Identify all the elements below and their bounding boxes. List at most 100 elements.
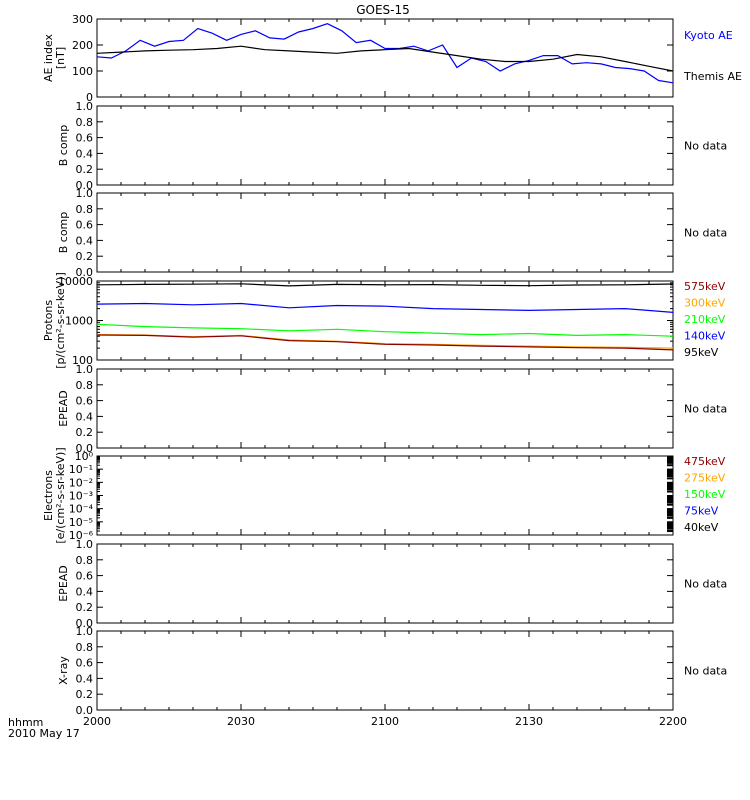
y-tick-label: 200 bbox=[72, 39, 93, 52]
legend-150kev: 150keV bbox=[684, 488, 726, 501]
legend-95kev: 95keV bbox=[684, 346, 719, 359]
y-tick-label: 1.0 bbox=[76, 538, 94, 551]
legend-275kev: 275keV bbox=[684, 472, 726, 485]
y-tick-label: 10⁰ bbox=[75, 450, 94, 463]
y-tick-label: 0.0 bbox=[76, 442, 94, 455]
y-tick-label: 10000 bbox=[58, 275, 93, 288]
time-unit-label: hhmm bbox=[8, 716, 43, 729]
no-data-label: No data bbox=[684, 227, 727, 240]
y-tick-label: 0.8 bbox=[76, 203, 94, 216]
panel-2: 0.0 0.2 0.4 0.6 0.8 1.0 B comp No data bbox=[57, 100, 727, 192]
panel-frame bbox=[96, 192, 674, 273]
y-tick-label: 0.6 bbox=[76, 395, 94, 408]
y-tick-label: 10⁻¹ bbox=[69, 463, 93, 476]
y-tick-label: 0.8 bbox=[76, 641, 94, 654]
no-data-label: No data bbox=[684, 665, 727, 678]
y-tick-label: 0.8 bbox=[76, 379, 94, 392]
y-tick-label: 0.4 bbox=[76, 234, 94, 247]
y-tick-label: 0.4 bbox=[76, 585, 94, 598]
x-tick-label: 2000 bbox=[83, 715, 111, 728]
y-tick-label: 0.4 bbox=[76, 672, 94, 685]
y-tick-label: 1.0 bbox=[76, 625, 94, 638]
y-tick-label: 0 bbox=[86, 91, 93, 104]
y-tick-label: 1000 bbox=[65, 315, 93, 328]
y-tick-label: 0.6 bbox=[76, 132, 94, 145]
y-axis-label: [nT] bbox=[54, 47, 67, 69]
legend-575kev: 575keV bbox=[684, 280, 726, 293]
y-tick-label: 100 bbox=[72, 65, 93, 78]
panel-3: 0.0 0.2 0.4 0.6 0.8 1.0 B comp No data bbox=[57, 187, 727, 279]
series-kyoto-ae bbox=[96, 23, 674, 84]
y-tick-label: 300 bbox=[72, 13, 93, 26]
y-tick-label: 10⁻³ bbox=[69, 490, 93, 503]
figure-title: GOES-15 bbox=[356, 3, 410, 17]
panel-frame bbox=[96, 18, 674, 98]
y-tick-label: 0.4 bbox=[76, 147, 94, 160]
y-axis-label: EPEAD bbox=[57, 390, 70, 427]
series-575kev bbox=[96, 334, 674, 351]
series-95kev bbox=[96, 283, 674, 287]
legend-300kev: 300keV bbox=[684, 297, 726, 310]
y-tick-label: 100 bbox=[72, 354, 93, 367]
series-themis-ae bbox=[96, 45, 674, 72]
y-tick-label: 0.8 bbox=[76, 554, 94, 567]
y-axis-label: [p/(cm²-s-sr-keV)] bbox=[54, 272, 67, 369]
panel-frame bbox=[96, 455, 674, 536]
x-axis: 2000 2030 2100 2130 2200 bbox=[83, 715, 687, 728]
y-tick-label: 0.0 bbox=[76, 617, 94, 630]
x-tick-label: 2100 bbox=[371, 715, 399, 728]
y-tick-label: 0.2 bbox=[76, 426, 94, 439]
x-tick-label: 2030 bbox=[227, 715, 255, 728]
no-data-label: No data bbox=[684, 403, 727, 416]
y-tick-label: 0.6 bbox=[76, 570, 94, 583]
y-tick-label: 0.2 bbox=[76, 250, 94, 263]
y-tick-label: 0.6 bbox=[76, 219, 94, 232]
legend-475kev: 475keV bbox=[684, 455, 726, 468]
panel-frame bbox=[96, 543, 674, 624]
panel-frame bbox=[96, 105, 674, 186]
y-tick-label: 0.2 bbox=[76, 601, 94, 614]
legend-140kev: 140keV bbox=[684, 330, 726, 343]
y-axis-label: B comp bbox=[57, 212, 70, 254]
y-tick-label: 10⁻⁶ bbox=[69, 529, 94, 542]
panel-1: 0 100 200 300 AE index [nT] Kyoto AE Themis AE bbox=[42, 13, 742, 104]
y-axis-label: AE index bbox=[42, 33, 55, 82]
no-data-label: No data bbox=[684, 578, 727, 591]
x-tick-label: 2130 bbox=[515, 715, 543, 728]
panel-frame bbox=[96, 630, 674, 711]
series-140kev bbox=[96, 302, 674, 313]
y-axis-label: Protons bbox=[42, 300, 55, 341]
panel-7: 0.0 0.2 0.4 0.6 0.8 1.0 EPEAD No data bbox=[57, 538, 727, 630]
no-data-label: No data bbox=[684, 140, 727, 153]
legend-40kev: 40keV bbox=[684, 521, 719, 534]
y-tick-label: 10⁻⁴ bbox=[69, 503, 94, 516]
y-tick-label: 1.0 bbox=[76, 100, 94, 113]
y-tick-label: 0.2 bbox=[76, 163, 94, 176]
series-210kev bbox=[96, 323, 674, 337]
y-tick-label: 10⁻² bbox=[69, 476, 93, 489]
y-axis-label: EPEAD bbox=[57, 565, 70, 602]
y-axis-label: X-ray bbox=[57, 656, 70, 685]
panel-frame bbox=[96, 368, 674, 449]
y-tick-label: 0.0 bbox=[76, 179, 94, 192]
y-axis-label: Electrons bbox=[42, 470, 55, 521]
y-tick-label: 0.6 bbox=[76, 657, 94, 670]
y-tick-label: 0.8 bbox=[76, 116, 94, 129]
y-tick-label: 0.0 bbox=[76, 266, 94, 279]
legend-75kev: 75keV bbox=[684, 505, 719, 518]
legend-themis-ae: Themis AE bbox=[683, 70, 742, 83]
date-label: 2010 May 17 bbox=[8, 727, 80, 740]
y-axis-label: [e/(cm²-s-sr-keV)] bbox=[54, 447, 67, 543]
y-tick-label: 1.0 bbox=[76, 363, 94, 376]
panel-5: 0.0 0.2 0.4 0.6 0.8 1.0 EPEAD No data bbox=[57, 363, 727, 455]
y-tick-label: 0.0 bbox=[76, 704, 94, 717]
y-tick-label: 1.0 bbox=[76, 187, 94, 200]
panel-8: 0.0 0.2 0.4 0.6 0.8 1.0 X-ray No data bbox=[57, 625, 727, 717]
legend-kyoto-ae: Kyoto AE bbox=[684, 29, 733, 42]
y-tick-label: 10⁻⁵ bbox=[69, 516, 93, 529]
legend-210kev: 210keV bbox=[684, 313, 726, 326]
